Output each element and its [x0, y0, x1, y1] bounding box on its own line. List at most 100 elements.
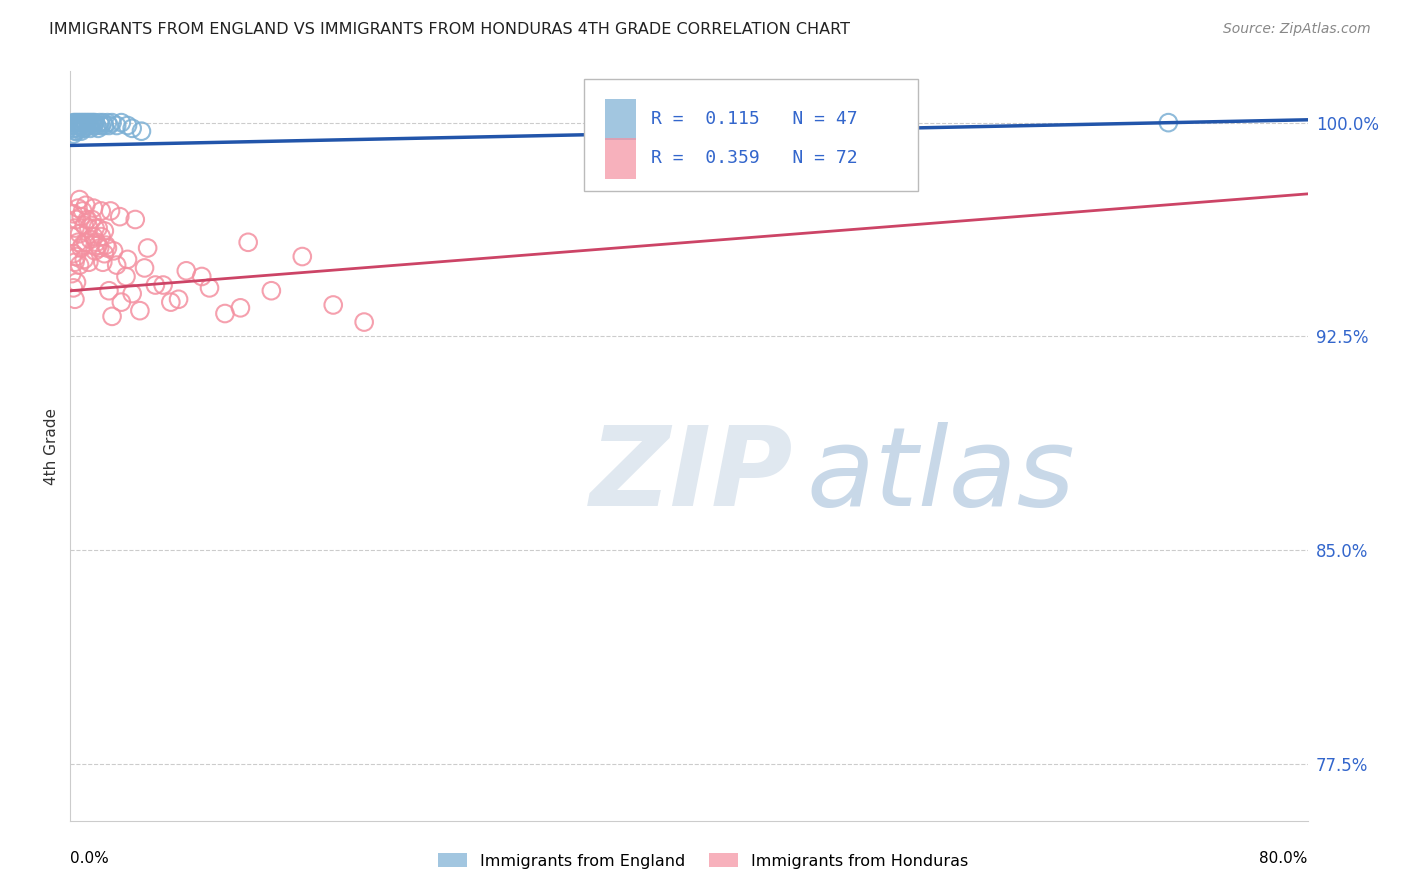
Point [94, 238, 117, 252]
Point [80, 212, 103, 227]
Point [353, 315, 375, 329]
Text: R =  0.115   N = 47: R = 0.115 N = 47 [651, 111, 858, 128]
Point [73, 121, 96, 136]
Bar [605, 137, 636, 178]
Point [65, 124, 87, 138]
Point [121, 121, 143, 136]
Point [136, 241, 159, 255]
Point [63, 255, 86, 269]
Point [67, 121, 90, 136]
Text: R =  0.359   N = 72: R = 0.359 N = 72 [651, 149, 858, 167]
Point [77, 115, 100, 129]
Point [96, 241, 118, 255]
Text: 80.0%: 80.0% [1260, 851, 1308, 866]
Point [108, 210, 131, 224]
Point [65, 275, 87, 289]
Point [90, 119, 112, 133]
Point [60, 229, 83, 244]
Point [73, 218, 96, 232]
Point [62, 121, 84, 136]
Point [117, 119, 139, 133]
Point [70, 119, 93, 133]
Point [62, 207, 84, 221]
Point [101, 310, 124, 324]
Point [152, 278, 174, 293]
Point [70, 124, 93, 138]
Point [89, 115, 111, 129]
Point [67, 201, 90, 215]
Point [75, 198, 97, 212]
Point [63, 121, 86, 136]
Point [93, 224, 115, 238]
Point [87, 238, 110, 252]
Point [79, 115, 101, 129]
Point [145, 278, 166, 293]
Point [98, 119, 120, 133]
Point [69, 193, 91, 207]
Point [90, 229, 112, 244]
Point [98, 284, 120, 298]
Point [86, 119, 108, 133]
Point [63, 115, 86, 129]
Point [77, 221, 100, 235]
Point [69, 227, 91, 241]
Point [260, 284, 283, 298]
Point [77, 255, 100, 269]
Point [84, 221, 107, 235]
Point [121, 286, 143, 301]
Point [65, 250, 87, 264]
Point [105, 119, 128, 133]
Point [73, 252, 96, 267]
Point [115, 269, 138, 284]
Point [70, 210, 93, 224]
Point [77, 119, 100, 133]
Point [72, 204, 94, 219]
Point [70, 115, 93, 129]
Point [96, 115, 118, 129]
Point [131, 124, 153, 138]
Point [82, 201, 105, 215]
Point [93, 246, 115, 260]
Point [79, 121, 101, 136]
Point [167, 293, 190, 307]
Point [69, 115, 91, 129]
Point [82, 115, 105, 129]
Point [322, 298, 344, 312]
Point [191, 269, 214, 284]
Point [1157, 115, 1180, 129]
Point [198, 281, 221, 295]
Point [87, 221, 110, 235]
Point [62, 246, 84, 260]
Y-axis label: 4th Grade: 4th Grade [44, 408, 59, 484]
Legend: Immigrants from England, Immigrants from Honduras: Immigrants from England, Immigrants from… [432, 847, 974, 875]
Point [105, 258, 128, 272]
Point [69, 119, 91, 133]
Point [291, 250, 314, 264]
Point [65, 115, 87, 129]
Point [72, 115, 94, 129]
Text: Source: ZipAtlas.com: Source: ZipAtlas.com [1223, 22, 1371, 37]
Point [73, 115, 96, 129]
Point [110, 295, 132, 310]
Point [229, 301, 252, 315]
Text: atlas: atlas [807, 423, 1076, 530]
Point [62, 281, 84, 295]
Point [174, 264, 197, 278]
Point [117, 252, 139, 267]
Point [75, 119, 97, 133]
Point [79, 232, 101, 246]
Point [82, 229, 105, 244]
Point [62, 115, 84, 129]
Point [160, 295, 183, 310]
Point [86, 235, 108, 250]
Point [100, 204, 122, 219]
Point [65, 119, 87, 133]
Point [75, 235, 97, 250]
Point [63, 293, 86, 307]
Point [70, 241, 93, 255]
Text: ZIP: ZIP [591, 423, 793, 530]
Point [87, 121, 110, 136]
Point [60, 267, 83, 281]
Point [65, 212, 87, 227]
Point [69, 258, 91, 272]
